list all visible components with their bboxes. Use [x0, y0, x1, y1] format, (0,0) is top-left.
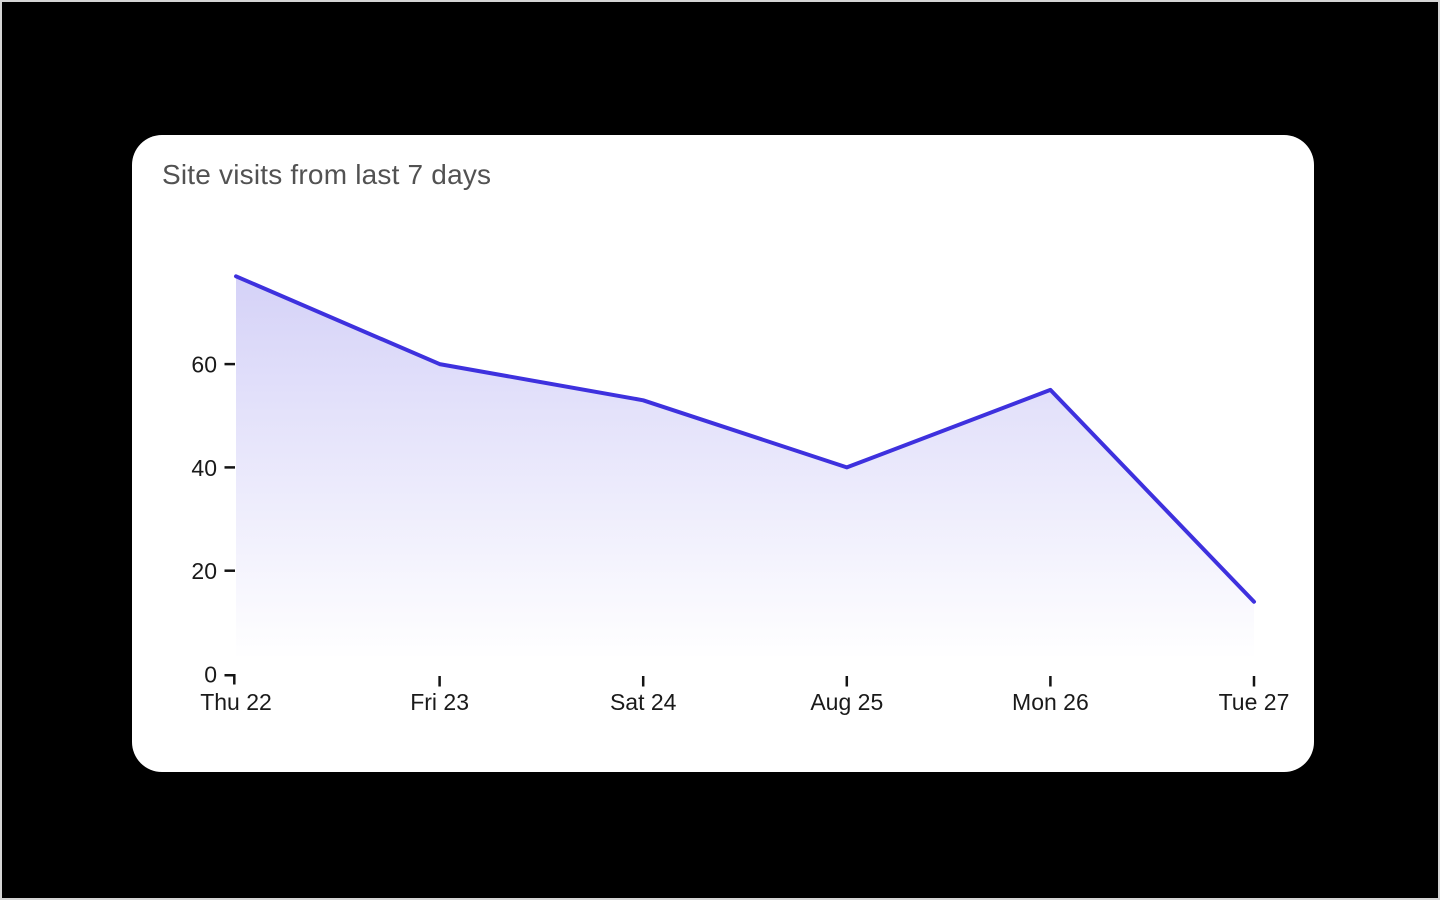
y-axis-tick-label: 60	[191, 352, 217, 378]
x-axis-tick-label: Mon 26	[1012, 689, 1089, 715]
site-visits-area-chart: 0 20 40 60 Thu 22 Fri 23 Sat 24 Aug 25 Mon 26 Tue…	[191, 274, 1290, 715]
site-visits-card: Site visits from last 7 days 0 20 40 60 Thu …	[132, 135, 1314, 772]
origin-corner-tick	[224, 673, 236, 685]
x-axis-tick-label: Aug 25	[810, 689, 883, 715]
y-axis-tick-label: 40	[191, 455, 217, 481]
y-axis-tick-label: 20	[191, 558, 217, 584]
x-axis-tick-label: Thu 22	[200, 689, 272, 715]
x-axis-tick-label: Sat 24	[610, 689, 677, 715]
x-axis-tick-label: Fri 23	[410, 689, 469, 715]
x-axis-tick-label: Tue 27	[1219, 689, 1290, 715]
data-line	[234, 274, 1256, 604]
y-axis-tick-label: 0	[204, 662, 217, 688]
area-fill	[236, 276, 1254, 674]
chart-title: Site visits from last 7 days	[162, 159, 492, 190]
